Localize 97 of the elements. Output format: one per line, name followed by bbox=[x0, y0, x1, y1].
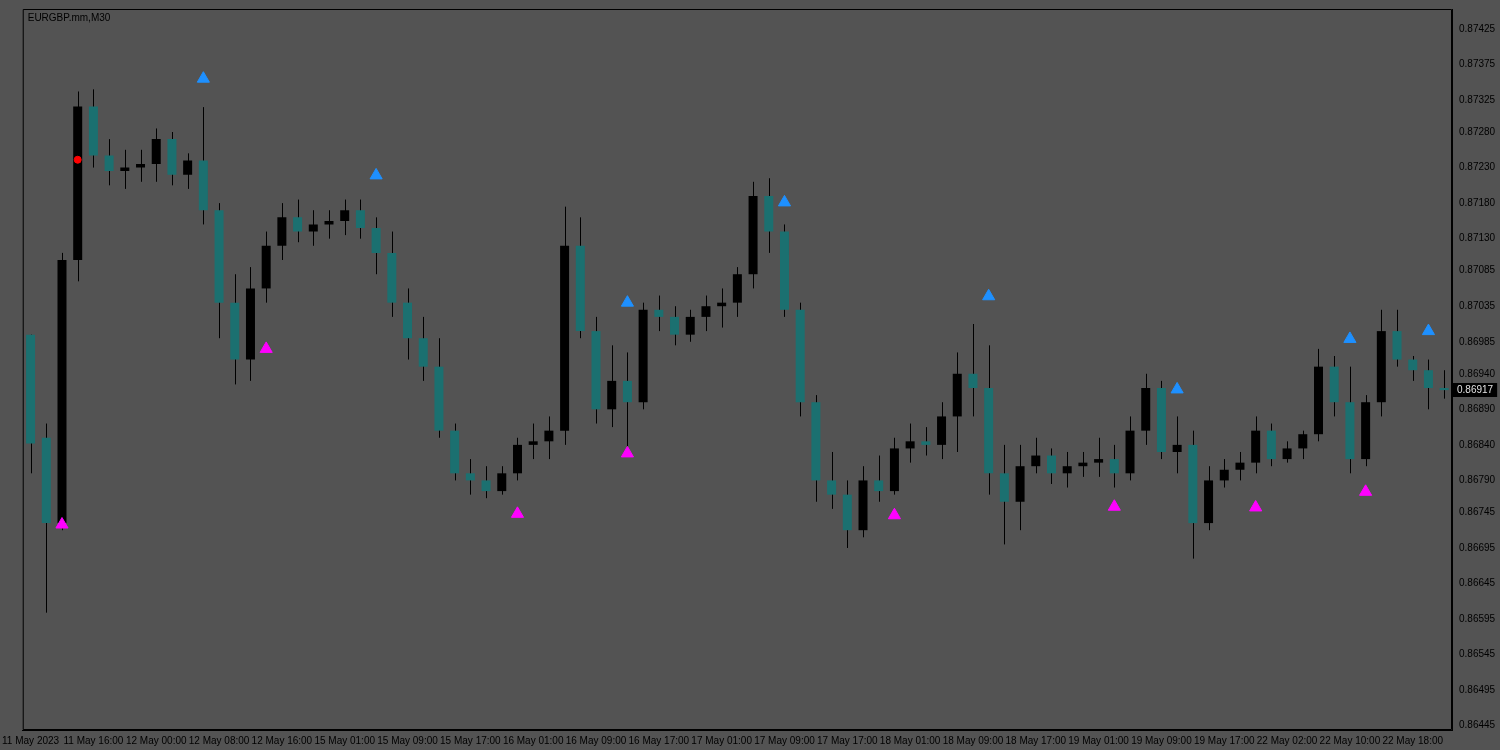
candlestick bbox=[183, 152, 193, 190]
x-tick-label: 15 May 09:00 bbox=[377, 734, 439, 746]
candlestick bbox=[528, 423, 538, 460]
candlestick bbox=[905, 423, 915, 464]
candlestick bbox=[1423, 359, 1433, 410]
x-tick-label: 18 May 01:00 bbox=[879, 734, 941, 746]
point bbox=[369, 167, 383, 180]
x-tick-label: 17 May 01:00 bbox=[691, 734, 753, 746]
x-tick-label: 22 May 10:00 bbox=[1319, 734, 1381, 746]
x-tick-label: 11 May 2023 bbox=[2, 734, 60, 746]
y-tick-label: 0.86940 bbox=[1459, 367, 1496, 379]
point bbox=[196, 71, 210, 83]
y-tick-label: 0.87230 bbox=[1459, 161, 1496, 173]
y-tick-label: 0.86445 bbox=[1459, 719, 1496, 731]
candlestick bbox=[1235, 451, 1245, 481]
y-tick-label: 0.87085 bbox=[1459, 264, 1496, 276]
candlestick bbox=[1109, 444, 1119, 489]
point bbox=[1359, 484, 1373, 496]
y-tick-label: 0.86790 bbox=[1459, 474, 1496, 486]
point bbox=[259, 341, 273, 353]
x-tick-label: 22 May 18:00 bbox=[1382, 734, 1444, 746]
candlestick bbox=[1219, 458, 1229, 489]
y-tick-label: 0.87375 bbox=[1459, 58, 1496, 70]
candlestick bbox=[827, 451, 837, 510]
candlestick bbox=[340, 199, 350, 236]
candlestick bbox=[1031, 437, 1041, 474]
point bbox=[73, 155, 82, 164]
y-tick-label: 0.86645 bbox=[1459, 577, 1496, 589]
candlestick bbox=[1094, 437, 1104, 478]
x-tick-label: 19 May 01:00 bbox=[1068, 734, 1130, 746]
x-tick-label: 15 May 01:00 bbox=[314, 734, 376, 746]
x-tick-label: 16 May 17:00 bbox=[628, 734, 690, 746]
candlestick bbox=[481, 465, 491, 499]
candlestick bbox=[1282, 440, 1292, 464]
chart-title: EURGBP.mm,M30 bbox=[27, 11, 111, 23]
candlestick bbox=[544, 415, 554, 460]
point bbox=[1343, 331, 1357, 343]
candlestick bbox=[1439, 369, 1449, 400]
point bbox=[777, 194, 792, 207]
y-tick-label: 0.86695 bbox=[1459, 541, 1496, 553]
y-tick-label: 0.86495 bbox=[1459, 683, 1496, 695]
y-tick-label: 0.87425 bbox=[1459, 22, 1496, 34]
x-tick-label: 15 May 17:00 bbox=[440, 734, 502, 746]
y-tick-label: 0.87130 bbox=[1459, 232, 1496, 244]
candlestick bbox=[921, 426, 931, 457]
x-tick-label: 18 May 17:00 bbox=[1005, 734, 1067, 746]
x-tick-label: 16 May 09:00 bbox=[565, 734, 627, 746]
y-tick-label: 0.86745 bbox=[1459, 506, 1496, 518]
point bbox=[1249, 499, 1263, 512]
point bbox=[620, 295, 634, 307]
candlestick bbox=[968, 323, 978, 417]
point bbox=[982, 288, 996, 301]
candlestick bbox=[136, 149, 146, 183]
candlestick bbox=[355, 199, 365, 240]
x-tick-label: 12 May 00:00 bbox=[125, 734, 187, 746]
point bbox=[620, 445, 634, 458]
candlestick bbox=[1046, 447, 1056, 485]
x-tick-label: 16 May 01:00 bbox=[502, 734, 564, 746]
point bbox=[55, 517, 69, 529]
candlestick bbox=[1172, 415, 1182, 474]
candlestick bbox=[874, 455, 884, 503]
candlestick bbox=[293, 199, 303, 243]
candlestick bbox=[465, 458, 475, 496]
candlestick bbox=[654, 295, 664, 332]
point bbox=[1107, 499, 1121, 511]
x-tick-label: 17 May 17:00 bbox=[817, 734, 879, 746]
x-tick-label: 22 May 02:00 bbox=[1256, 734, 1318, 746]
candlestick bbox=[104, 138, 114, 186]
y-tick-label: 0.86545 bbox=[1459, 648, 1496, 660]
point bbox=[887, 507, 901, 520]
x-tick-label: 12 May 08:00 bbox=[188, 734, 250, 746]
x-tick-label: 19 May 09:00 bbox=[1131, 734, 1193, 746]
y-tick-label: 0.86985 bbox=[1459, 335, 1496, 347]
point bbox=[1421, 323, 1435, 336]
y-tick-label: 0.86595 bbox=[1459, 612, 1496, 624]
candlestick bbox=[1298, 430, 1308, 460]
y-tick-label: 0.87035 bbox=[1459, 299, 1496, 311]
x-tick-label: 11 May 16:00 bbox=[63, 734, 124, 746]
text: 0.86917 bbox=[1457, 383, 1494, 395]
y-tick-label: 0.86890 bbox=[1459, 403, 1496, 415]
y-tick-label: 0.87280 bbox=[1459, 125, 1496, 137]
x-tick-label: 17 May 09:00 bbox=[754, 734, 816, 746]
point bbox=[510, 506, 525, 518]
y-tick-label: 0.87325 bbox=[1459, 93, 1496, 105]
y-tick-label: 0.86840 bbox=[1459, 438, 1496, 450]
x-tick-label: 19 May 17:00 bbox=[1193, 734, 1255, 746]
y-tick-label: 0.87180 bbox=[1459, 196, 1496, 208]
candlestick bbox=[497, 465, 507, 496]
point bbox=[1170, 381, 1184, 394]
candlestick bbox=[1408, 355, 1418, 382]
x-tick-label: 12 May 16:00 bbox=[251, 734, 313, 746]
candlestick bbox=[670, 305, 680, 346]
candlestick bbox=[308, 209, 318, 247]
x-tick-label: 18 May 09:00 bbox=[942, 734, 1004, 746]
candlestick bbox=[701, 295, 711, 332]
candlestick bbox=[1062, 451, 1072, 489]
candlestick bbox=[685, 309, 695, 343]
